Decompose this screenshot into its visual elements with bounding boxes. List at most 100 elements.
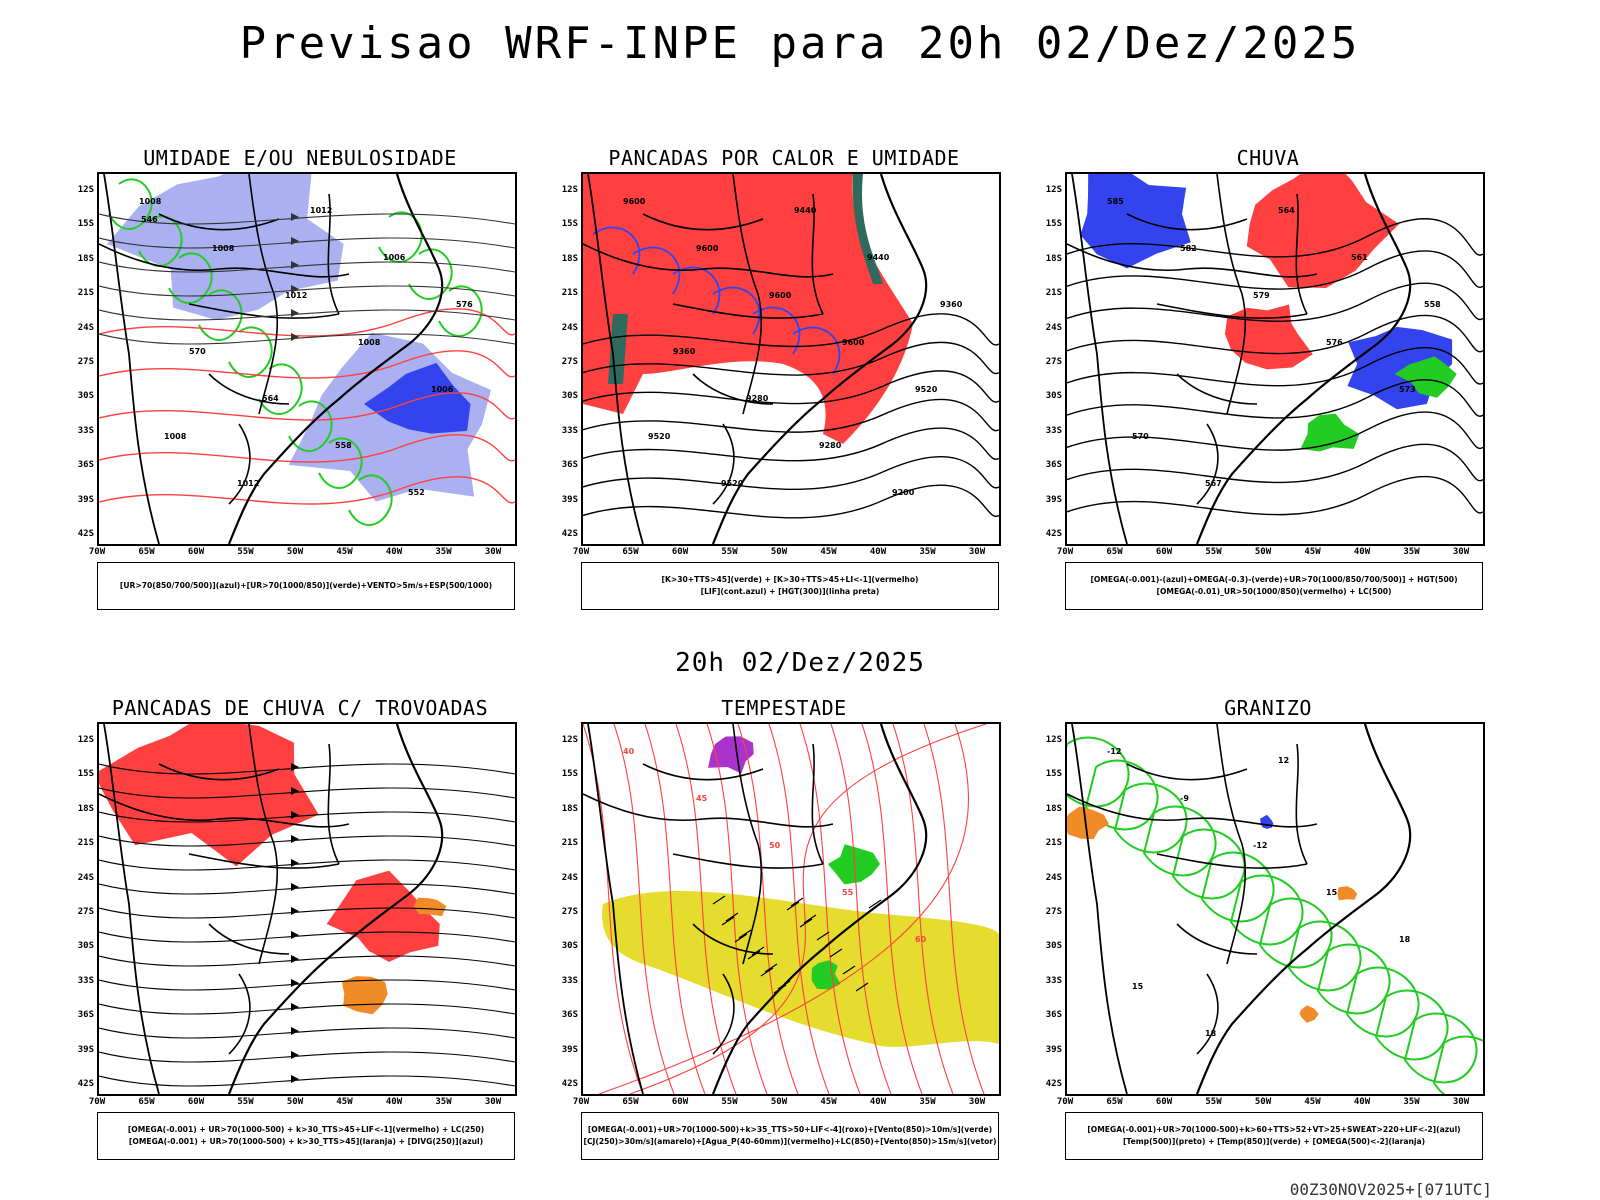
geopotential-contour [583, 456, 999, 490]
contour-label: 567 [1205, 479, 1222, 488]
storm-area [708, 736, 754, 774]
streamline [99, 1027, 515, 1039]
contour-label: 1008 [139, 197, 162, 206]
legend-chuva: [OMEGA(-0.001)-(azul)+OMEGA(-0.3)-(verde… [1065, 562, 1483, 610]
lat-label: 27S [77, 357, 94, 367]
contour-label: 9360 [940, 300, 963, 309]
contour-label: 576 [1326, 338, 1343, 347]
lon-label: 60W [187, 1097, 205, 1107]
lon-label: 60W [671, 1097, 689, 1107]
lon-label: 50W [286, 1097, 304, 1107]
streamline [99, 907, 515, 919]
legend-umidade: [UR>70(850/700/500)](azul)+[UR>70(1000/8… [97, 562, 515, 610]
lat-label: 15S [1045, 219, 1062, 230]
lat-label: 18S [77, 253, 94, 264]
contour-label: 570 [189, 347, 206, 356]
wind-arrow [291, 955, 299, 963]
contour-label: -12 [1253, 841, 1267, 850]
streamline [99, 883, 515, 895]
lat-label: 18S [561, 803, 578, 814]
low-level-humidity-contour [288, 400, 333, 452]
legend-tempestade: [OMEGA(-0.001)+UR>70(1000-500)+k>35_TTS>… [581, 1112, 999, 1160]
streamline [99, 787, 515, 799]
map-umidade: 1008 1008 1012 1008 1006 1008 1012 1012 1006 576 5… [97, 172, 517, 546]
legend-line: [UR>70(850/700/500)](azul)+[UR>70(1000/8… [119, 581, 493, 590]
map-canvas: 585 582 579 576 573 570 567 564 561 558 [1067, 174, 1483, 544]
state-borders [99, 724, 350, 1055]
low-level-humidity-contour [108, 178, 153, 230]
contour-label: 9520 [915, 385, 938, 394]
lon-label: 40W [869, 547, 887, 557]
lat-label: 42S [77, 1079, 94, 1089]
lat-label: 33S [77, 975, 94, 986]
lon-label: 65W [138, 1097, 155, 1107]
thickness-contour [99, 392, 515, 421]
wind-arrow [291, 213, 299, 221]
wind-arrow [291, 237, 299, 245]
lat-label: 42S [77, 529, 94, 539]
wind-vector [760, 967, 774, 977]
streamline [99, 1051, 515, 1063]
lat-label: 27S [561, 907, 578, 917]
lat-label: 21S [77, 288, 94, 299]
humidity-core [364, 362, 471, 434]
lat-label: 27S [561, 357, 578, 367]
streamline [99, 237, 515, 249]
wind-arrow [291, 309, 299, 317]
lon-label: 50W [1254, 1097, 1272, 1107]
map-canvas: 1008 1008 1012 1008 1006 1008 1012 1012 1006 576 5… [99, 174, 515, 544]
lat-label: 24S [561, 872, 578, 883]
map-canvas: 40 45 50 55 60 [583, 724, 999, 1094]
lon-label: 40W [1353, 547, 1371, 557]
lon-label: 60W [1155, 1097, 1173, 1107]
run-time-footer: 00Z30NOV2025+[071UTC] [1289, 1180, 1492, 1199]
streamline [99, 213, 515, 225]
contour-label: 15 [1132, 982, 1144, 991]
lon-label: 70W [88, 547, 106, 557]
lat-label: 36S [77, 1010, 94, 1021]
andes-border [587, 174, 644, 544]
andes-border [1071, 724, 1128, 1094]
lon-label: 45W [1304, 547, 1321, 557]
wind-vector [868, 899, 882, 909]
wind-vector [786, 901, 800, 911]
lat-label: 12S [561, 185, 578, 195]
streamline-850 [799, 724, 861, 1094]
wind-vector [855, 982, 869, 992]
lat-label: 30S [1045, 391, 1062, 402]
lon-label: 55W [237, 547, 254, 557]
state-borders [583, 724, 834, 1055]
map-granizo: -12 -9 -12 15 18 15 18 12 [1065, 722, 1485, 1096]
contour-label: 50 [769, 841, 781, 850]
streamline [99, 1003, 515, 1015]
lat-label: 33S [1045, 425, 1062, 436]
omega-500-area [1299, 1005, 1319, 1023]
lat-label: 21S [561, 838, 578, 849]
contour-label: 1012 [237, 479, 259, 488]
panel-title: GRANIZO [1224, 696, 1312, 720]
contour-label: 15 [1326, 888, 1338, 897]
map-canvas: -12 -9 -12 15 18 15 18 12 [1067, 724, 1483, 1094]
andes-border [1071, 174, 1128, 544]
streamline-850 [675, 724, 737, 1094]
coastline [1195, 724, 1412, 1094]
lat-label: 30S [561, 391, 578, 402]
lat-label: 30S [77, 391, 94, 402]
contour-label: 9600 [769, 291, 792, 300]
lifted-index-contour [712, 286, 761, 335]
lat-label: 15S [561, 769, 578, 780]
state-borders [583, 174, 834, 505]
lon-label: 40W [869, 1097, 887, 1107]
lat-label: 30S [561, 941, 578, 952]
contour-label: 576 [456, 300, 473, 309]
panel-chuva: CHUVA 585 582 579 576 573 570 567 564 561 558 [OM… [1046, 146, 1488, 626]
low-level-humidity-contour [228, 326, 273, 378]
lat-label: 15S [77, 769, 94, 780]
legend-line: [OMEGA(-0.001)+UR>70(1000-500)+k>35_TTS>… [587, 1125, 993, 1134]
geopotential-contour [583, 484, 999, 519]
contour-label: 9360 [673, 347, 696, 356]
lat-label: 21S [1045, 838, 1062, 849]
contour-label: 60 [915, 935, 927, 944]
lat-label: 42S [561, 1079, 578, 1089]
omega-area [1080, 174, 1191, 269]
